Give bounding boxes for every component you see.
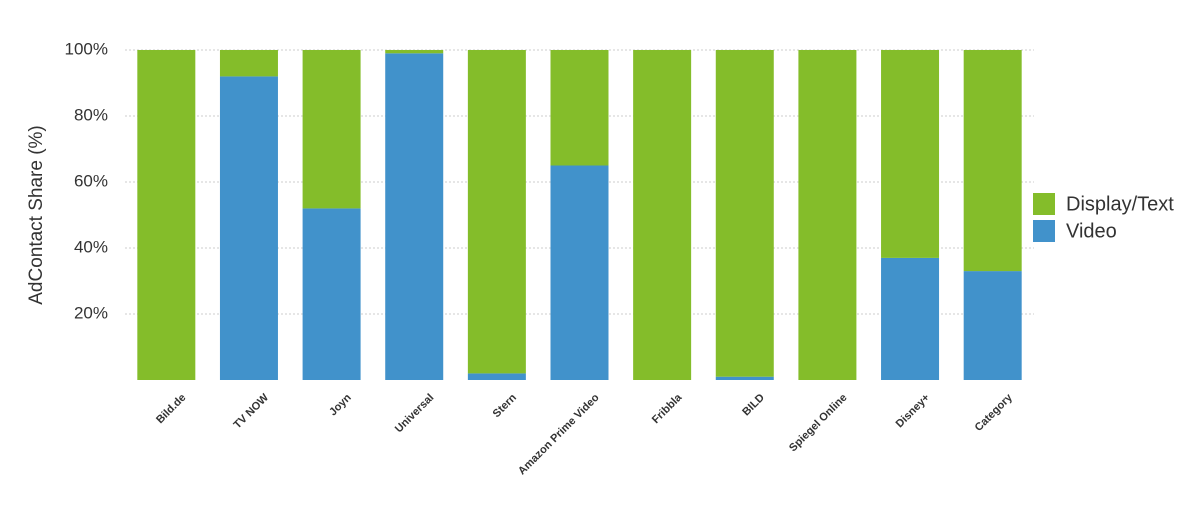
bar-segment — [550, 165, 609, 380]
x-tick-label: Amazon Prime Video — [516, 391, 602, 477]
y-axis-title: AdContact Share (%) — [26, 125, 47, 305]
bar-segment — [467, 373, 526, 380]
y-tick-label: 60% — [74, 171, 108, 190]
y-tick-label: 20% — [74, 303, 108, 322]
bar-segment — [385, 53, 444, 381]
bar-segment — [633, 50, 692, 380]
x-tick-label: Disney+ — [894, 392, 933, 431]
legend-swatch — [1033, 220, 1055, 242]
bar-segment — [963, 271, 1022, 380]
bar-segment — [715, 376, 774, 380]
x-tick-label: TV NOW — [232, 391, 272, 431]
bar-segment — [385, 50, 444, 54]
bar-segment — [963, 50, 1022, 272]
legend-label: Display/Text — [1066, 193, 1174, 215]
legend-label: Video — [1066, 220, 1117, 242]
bar-segment — [302, 50, 361, 209]
bar-segment — [219, 50, 278, 77]
x-tick-label: Stern — [491, 391, 520, 420]
y-tick-label: 40% — [74, 237, 108, 256]
bar-segment — [302, 208, 361, 380]
x-tick-label: BILD — [740, 392, 767, 419]
bar-segment — [137, 50, 196, 380]
bar-segment — [219, 76, 278, 381]
legend-swatch — [1033, 193, 1055, 215]
y-tick-label: 100% — [65, 39, 108, 58]
bar-segment — [715, 50, 774, 377]
bar-segment — [881, 50, 940, 258]
x-tick-label: Bild.de — [154, 392, 188, 426]
x-tick-label: Spiegel Online — [787, 392, 850, 455]
x-tick-label: Category — [973, 391, 1016, 434]
bar-segment — [550, 50, 609, 166]
y-tick-label: 80% — [74, 105, 108, 124]
bar-segment — [467, 50, 526, 374]
x-tick-label: Joyn — [327, 392, 354, 419]
x-tick-label: Universal — [393, 392, 437, 436]
bar-segment — [798, 50, 857, 380]
bar-segment — [881, 257, 940, 380]
x-tick-label: Fribbla — [650, 391, 685, 426]
